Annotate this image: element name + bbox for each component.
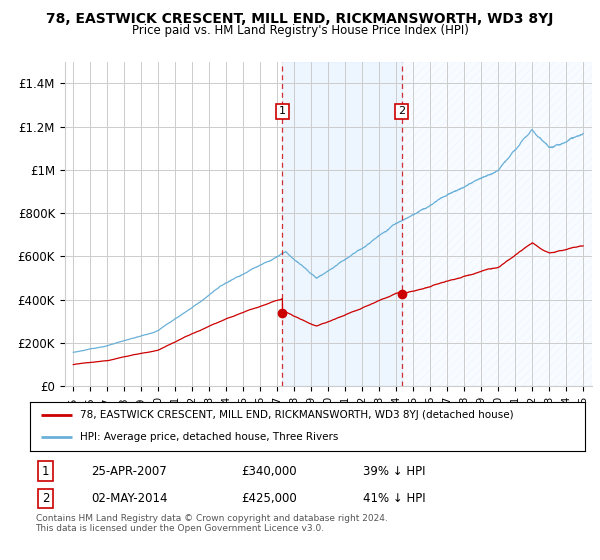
Text: 02-MAY-2014: 02-MAY-2014 (91, 492, 167, 505)
Bar (402, 62, 592, 386)
Text: £425,000: £425,000 (241, 492, 296, 505)
Text: 1: 1 (42, 465, 49, 478)
Text: Contains HM Land Registry data © Crown copyright and database right 2024.
This d: Contains HM Land Registry data © Crown c… (35, 514, 388, 534)
Text: 2: 2 (42, 492, 49, 505)
Bar (283, 62, 402, 386)
Text: £340,000: £340,000 (241, 465, 296, 478)
Text: 39% ↓ HPI: 39% ↓ HPI (363, 465, 425, 478)
Text: 41% ↓ HPI: 41% ↓ HPI (363, 492, 425, 505)
Text: 2: 2 (398, 106, 406, 116)
Text: 78, EASTWICK CRESCENT, MILL END, RICKMANSWORTH, WD3 8YJ: 78, EASTWICK CRESCENT, MILL END, RICKMAN… (46, 12, 554, 26)
Text: 78, EASTWICK CRESCENT, MILL END, RICKMANSWORTH, WD3 8YJ (detached house): 78, EASTWICK CRESCENT, MILL END, RICKMAN… (80, 410, 514, 420)
Text: Price paid vs. HM Land Registry's House Price Index (HPI): Price paid vs. HM Land Registry's House … (131, 24, 469, 36)
Text: HPI: Average price, detached house, Three Rivers: HPI: Average price, detached house, Thre… (80, 432, 338, 442)
Text: 25-APR-2007: 25-APR-2007 (91, 465, 167, 478)
Text: 1: 1 (279, 106, 286, 116)
